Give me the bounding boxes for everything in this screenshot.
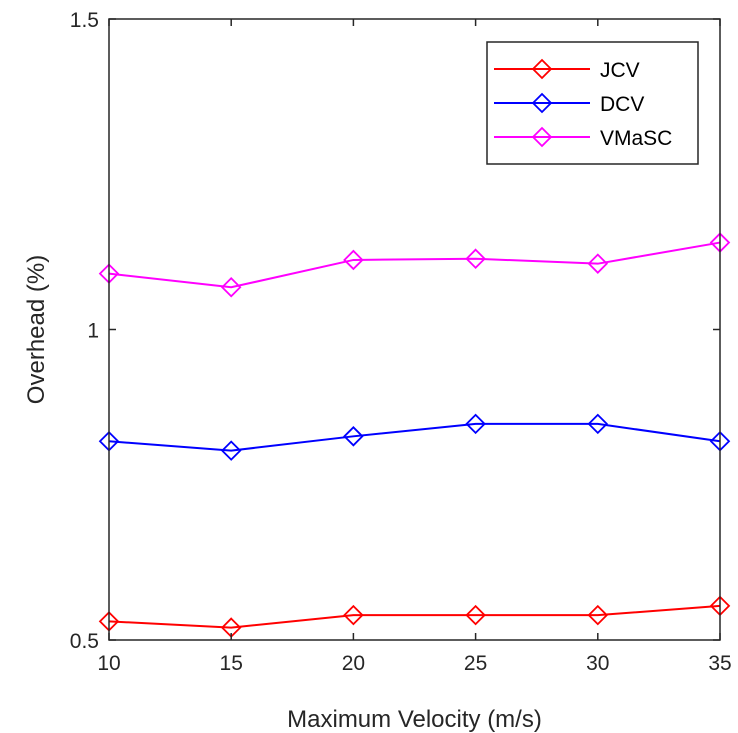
data-point-marker (343, 604, 364, 626)
y-tick-label: 0.5 (70, 630, 99, 653)
ticks-layer: 10 15 20 25 30 35 0.5 1 1.5 (70, 9, 732, 675)
data-point-marker (220, 440, 242, 461)
series-line (108, 241, 721, 289)
legend-marker (531, 126, 553, 148)
legend-item-jcv: JCV (494, 58, 640, 82)
legend: JCV DCV VMaSC (486, 41, 699, 165)
y-tick-label: 1.5 (70, 9, 99, 32)
series-line (108, 422, 721, 452)
legend-item-dcv: DCV (494, 92, 644, 116)
x-tick-label: 10 (97, 652, 120, 675)
series-dcv (98, 413, 731, 461)
data-point-marker (587, 604, 609, 626)
legend-label: DCV (600, 93, 644, 116)
x-axis-label: Maximum Velocity (m/s) (287, 706, 542, 733)
x-tick-label: 20 (342, 652, 365, 675)
x-tick-label: 30 (586, 652, 609, 675)
data-point-marker (587, 253, 609, 274)
data-point-marker (465, 413, 486, 435)
x-tick-label: 15 (220, 652, 243, 675)
legend-item-vmasc: VMaSC (494, 126, 672, 150)
legend-label: VMaSC (600, 127, 672, 150)
x-tick-label: 25 (464, 652, 487, 675)
legend-marker (531, 58, 553, 80)
plot-content (98, 232, 731, 638)
legend-label: JCV (600, 59, 640, 82)
y-tick-label: 1 (87, 320, 99, 343)
data-point-marker (343, 426, 364, 447)
series-line (108, 604, 721, 629)
x-tick-label: 35 (708, 652, 731, 675)
data-point-marker (343, 249, 364, 271)
y-axis-label: Overhead (%) (23, 255, 50, 404)
data-point-marker (220, 276, 242, 298)
legend-marker (531, 92, 553, 114)
data-point-marker (465, 248, 486, 269)
data-point-marker (587, 413, 609, 435)
data-point-marker (465, 604, 486, 626)
series-vmasc (98, 232, 731, 298)
series-jcv (98, 595, 731, 638)
